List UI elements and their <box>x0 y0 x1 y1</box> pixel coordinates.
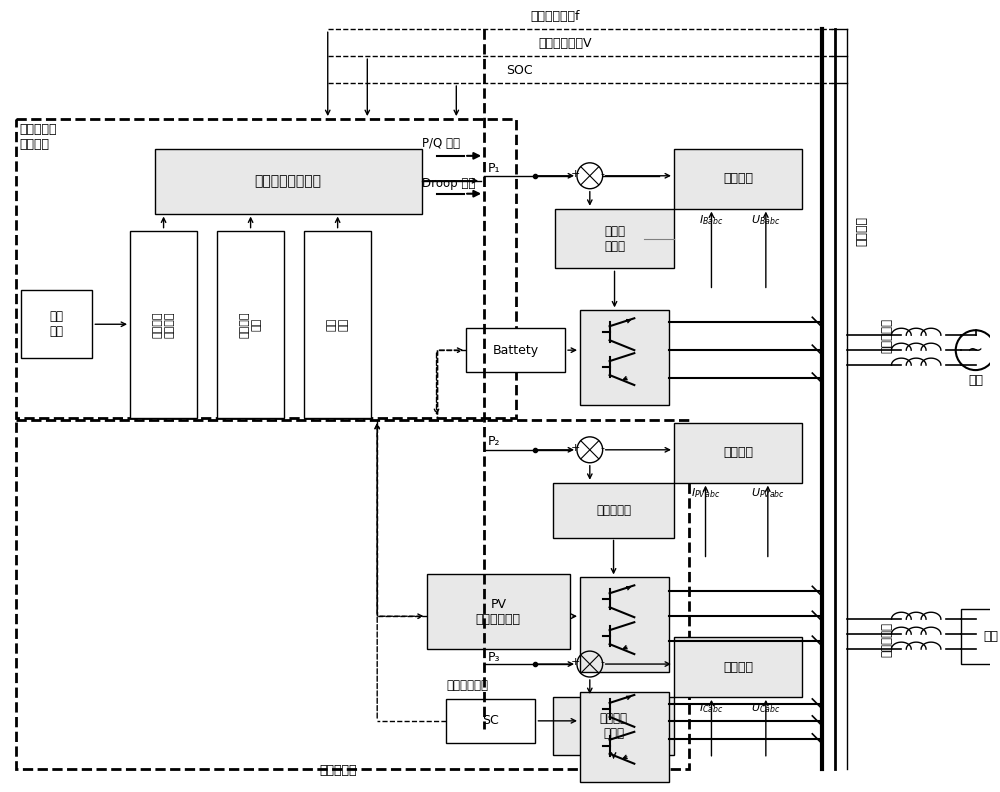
Bar <box>155 149 422 214</box>
Text: 电网: 电网 <box>968 374 983 387</box>
Bar <box>553 697 674 755</box>
Text: -: - <box>601 443 605 453</box>
Text: +: + <box>571 443 581 453</box>
Text: -: - <box>601 169 605 179</box>
Bar <box>674 149 802 208</box>
Text: 超级电容电压: 超级电容电压 <box>446 679 488 692</box>
Text: $U_{PVabc}$: $U_{PVabc}$ <box>751 486 785 501</box>
Bar <box>674 637 802 697</box>
Text: 交流母线电压V: 交流母线电压V <box>538 37 592 50</box>
Text: +: + <box>571 657 581 667</box>
Text: SC: SC <box>483 714 499 727</box>
Text: 三相断路器: 三相断路器 <box>880 318 893 352</box>
Text: 负荷预测
模型: 负荷预测 模型 <box>240 311 261 337</box>
Bar <box>16 420 689 769</box>
Bar <box>580 310 669 405</box>
Text: 光伏功率
预测模型: 光伏功率 预测模型 <box>153 311 174 337</box>
Text: P/Q 设置: P/Q 设置 <box>422 137 460 150</box>
Text: 中央优化实
时控制层: 中央优化实 时控制层 <box>19 123 57 151</box>
Text: $I_{PVabc}$: $I_{PVabc}$ <box>691 486 720 501</box>
Text: Battety: Battety <box>493 344 539 356</box>
Text: Droop 设置: Droop 设置 <box>422 177 475 190</box>
Text: 蓄电池
控制器: 蓄电池 控制器 <box>604 225 625 253</box>
Bar <box>16 119 516 418</box>
Bar <box>553 482 674 538</box>
Bar <box>961 609 1000 664</box>
Text: 功率计算: 功率计算 <box>723 661 753 673</box>
Bar <box>580 577 669 672</box>
Text: 光照
温度: 光照 温度 <box>50 310 64 338</box>
Text: ~: ~ <box>967 341 984 360</box>
Text: 功率计算: 功率计算 <box>723 447 753 459</box>
Text: $U_{Cabc}$: $U_{Cabc}$ <box>751 701 781 714</box>
Text: 经济优化调度策略: 经济优化调度策略 <box>255 174 322 188</box>
Text: 超级电容
控制器: 超级电容 控制器 <box>600 712 628 740</box>
Text: 光伏控制器: 光伏控制器 <box>596 504 631 516</box>
Bar <box>217 230 284 418</box>
Text: $U_{Babc}$: $U_{Babc}$ <box>751 214 781 227</box>
Bar <box>446 699 535 743</box>
Bar <box>555 208 674 268</box>
Bar <box>427 574 570 649</box>
Text: 储能
策略: 储能 策略 <box>327 318 348 331</box>
Text: 交流母线频率f: 交流母线频率f <box>530 10 580 23</box>
Text: P₃: P₃ <box>488 650 500 664</box>
Text: -: - <box>601 657 605 667</box>
Text: SOC: SOC <box>506 64 532 77</box>
Bar <box>580 692 669 782</box>
Bar <box>130 230 197 418</box>
Bar <box>466 328 565 372</box>
Text: 交流母线: 交流母线 <box>855 215 868 246</box>
Bar <box>674 423 802 482</box>
Text: +: + <box>571 169 581 179</box>
Text: 三相断路器: 三相断路器 <box>880 622 893 657</box>
Text: 本地控制层: 本地控制层 <box>319 763 356 777</box>
Text: 负载: 负载 <box>984 630 999 643</box>
Text: P₁: P₁ <box>488 162 500 175</box>
Bar <box>21 291 92 358</box>
Text: $I_{Cabc}$: $I_{Cabc}$ <box>699 701 724 714</box>
Text: $I_{Babc}$: $I_{Babc}$ <box>699 214 724 227</box>
Text: 功率计算: 功率计算 <box>723 173 753 185</box>
Text: PV
光伏输出功率: PV 光伏输出功率 <box>476 598 521 626</box>
Text: P₂: P₂ <box>488 436 500 448</box>
Bar <box>304 230 371 418</box>
